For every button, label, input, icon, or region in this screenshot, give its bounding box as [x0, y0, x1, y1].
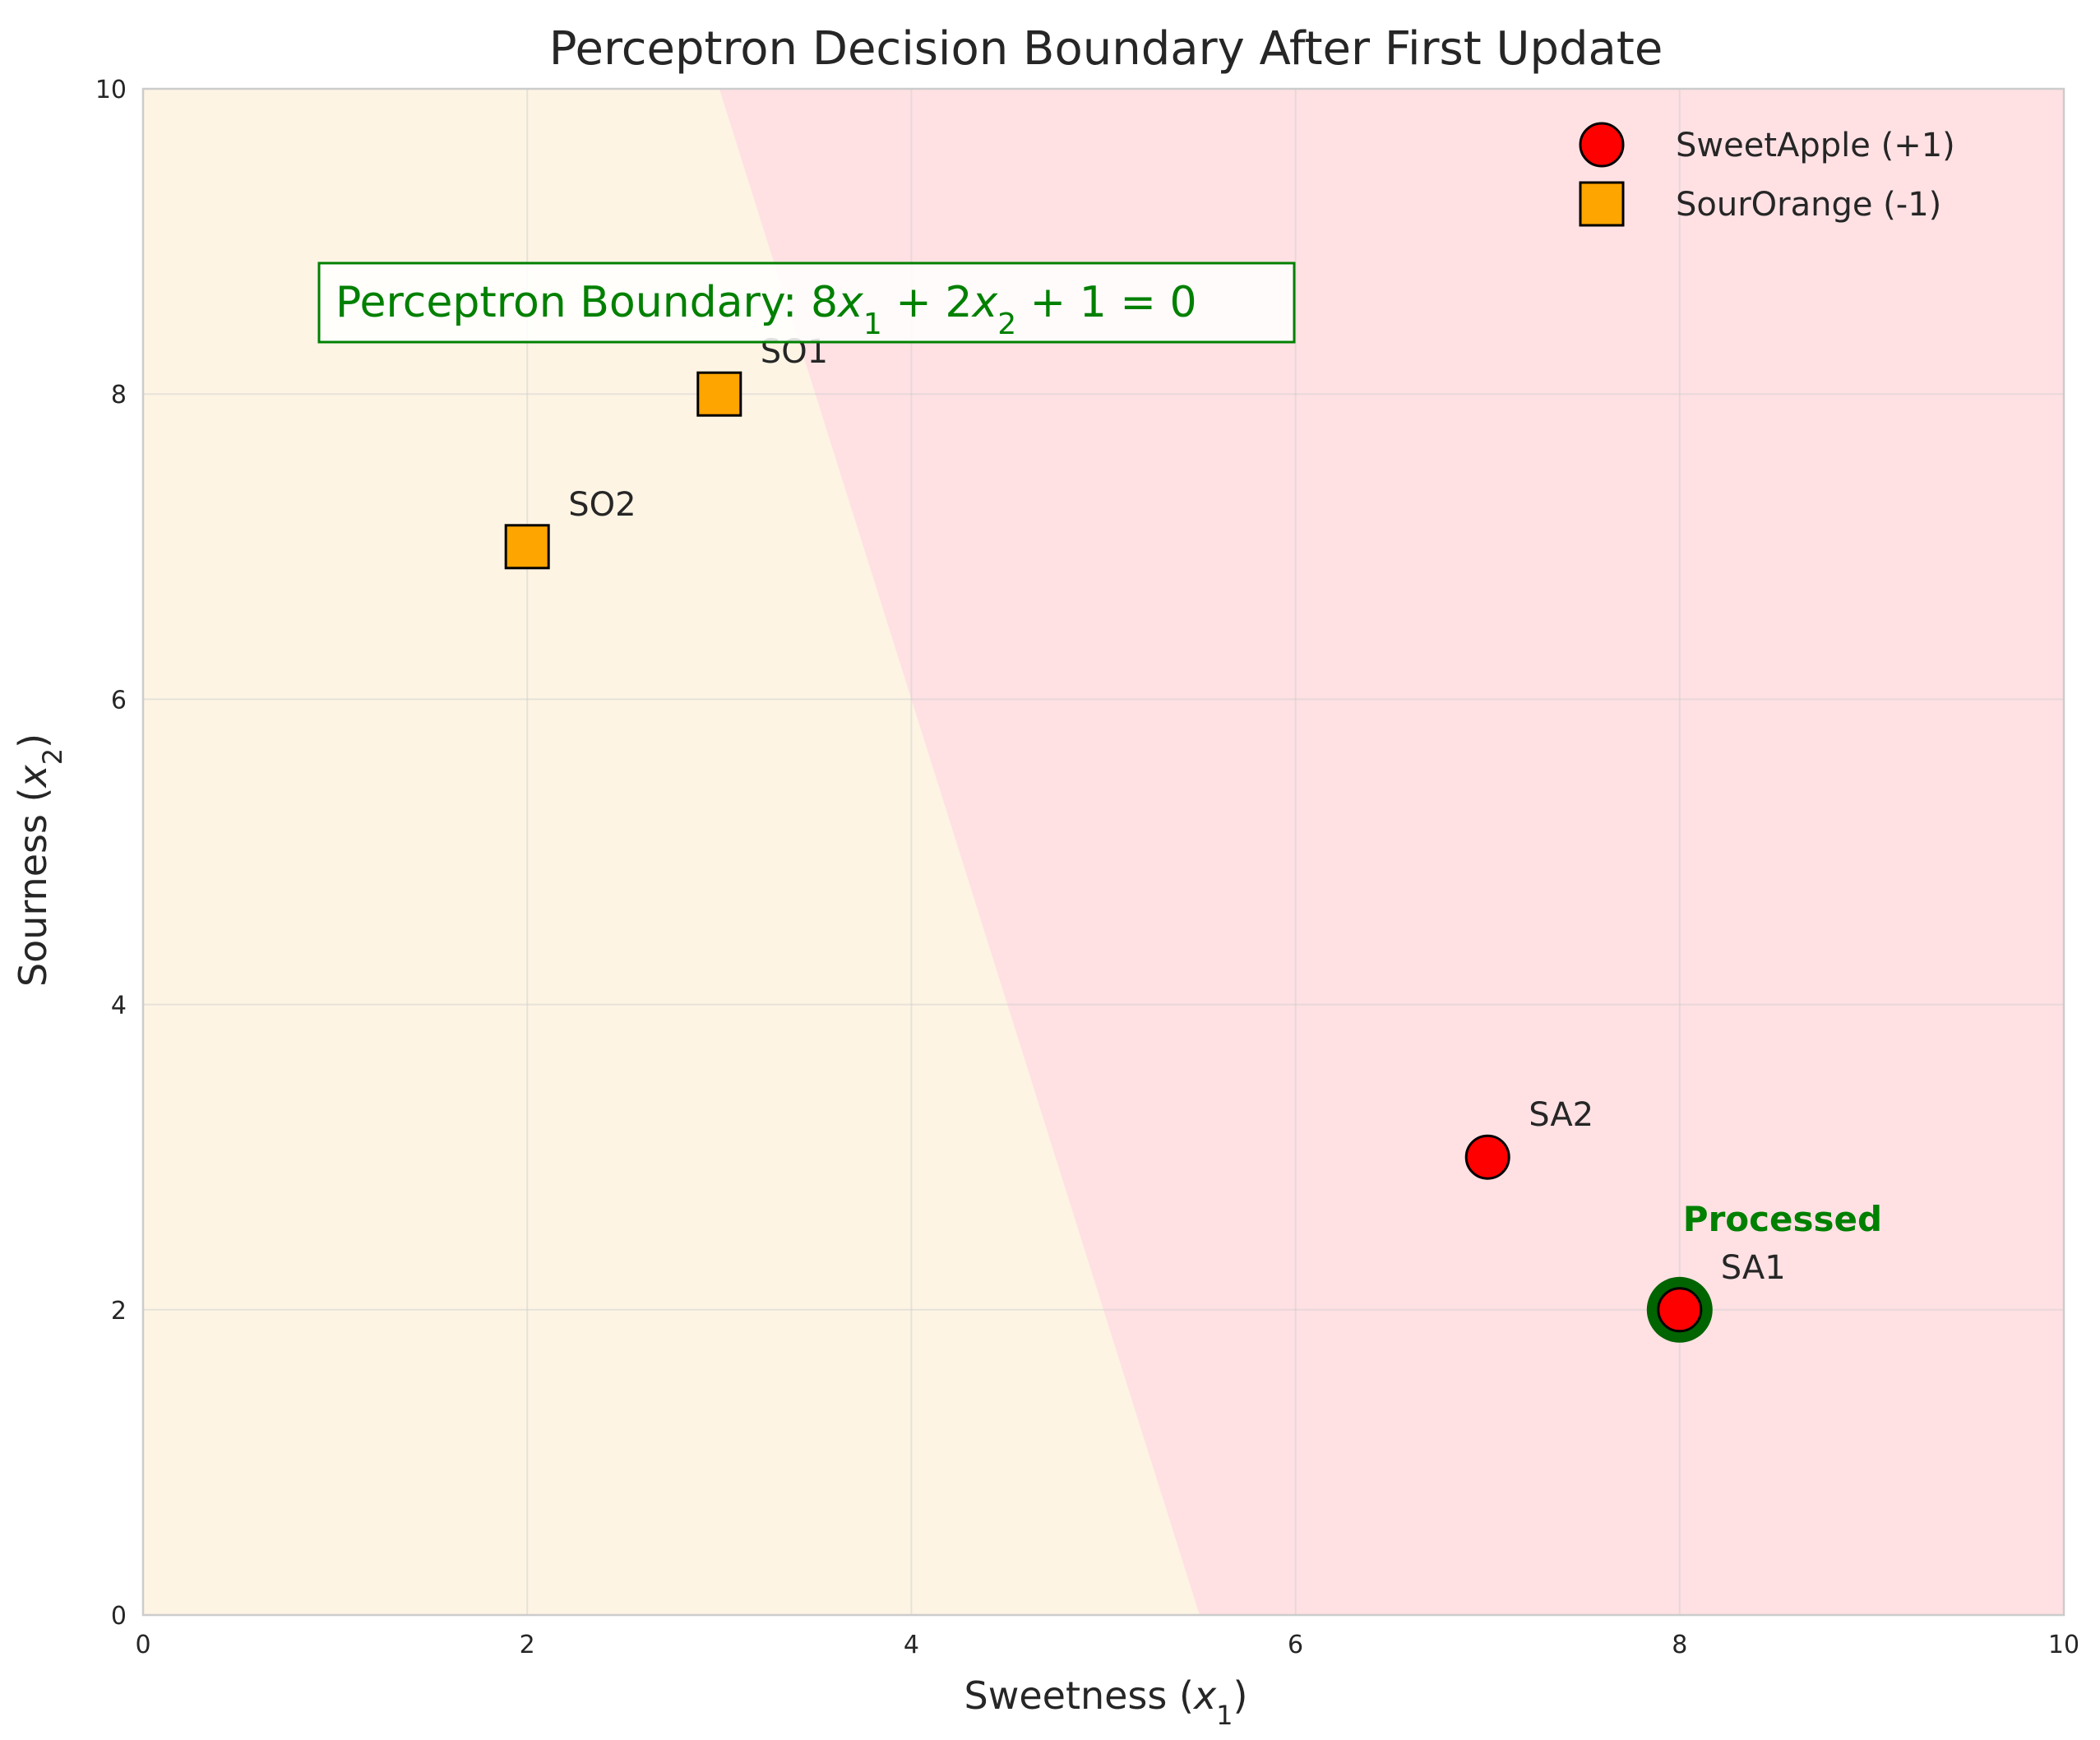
y-tick-label: 4	[111, 992, 127, 1020]
y-axis-label: Sourness (x2)	[11, 733, 68, 987]
legend-marker-sourorange	[1579, 181, 1625, 227]
x-axis-label: Sweetness (x1)	[964, 1673, 1248, 1731]
point-label-sa2: SA2	[1529, 1096, 1594, 1134]
point-label-sa1: SA1	[1721, 1249, 1786, 1287]
boundary-equation: Perceptron Boundary: 8x1 + 2x2 + 1 = 0	[335, 278, 1197, 341]
positive-region	[719, 89, 2064, 1615]
y-tick-label: 6	[111, 686, 127, 715]
data-point-so2	[504, 524, 550, 570]
y-tick-label: 8	[111, 381, 127, 410]
boundary-label-box	[317, 261, 1296, 344]
x-tick-label: 0	[135, 1631, 150, 1659]
data-points	[504, 371, 1713, 1343]
x-tick-label: 4	[904, 1631, 919, 1659]
point-label-so2: SO2	[568, 486, 636, 524]
x-tick-label: 6	[1288, 1631, 1303, 1659]
chart-title: Perceptron Decision Boundary After First…	[549, 22, 1663, 76]
processed-annotation: Processed	[1683, 1199, 1882, 1239]
x-ticks: 0 2 4 6 8 10	[135, 1631, 2079, 1659]
plot-frame	[141, 87, 2065, 1617]
x-tick-label: 2	[520, 1631, 535, 1659]
legend-label-sweetapple: SweetApple (+1)	[1676, 127, 1955, 164]
x-tick-label: 8	[1672, 1631, 1687, 1659]
data-point-sa2	[1464, 1134, 1510, 1180]
legend-marker-sweetapple	[1579, 122, 1625, 168]
data-point-sa1	[1657, 1287, 1703, 1333]
x-tick-label: 10	[2048, 1631, 2079, 1659]
legend: SweetApple (+1) SourOrange (-1)	[1579, 122, 1955, 227]
y-tick-label: 2	[111, 1297, 127, 1326]
data-point-so1	[696, 371, 742, 417]
axes-border	[141, 87, 2065, 1617]
y-ticks: 0 2 4 6 8 10	[95, 76, 127, 1631]
legend-label-sourorange: SourOrange (-1)	[1676, 186, 1941, 224]
y-tick-label: 10	[95, 76, 127, 104]
boundary-label: Perceptron Boundary: 8x1 + 2x2 + 1 = 0	[317, 261, 1296, 344]
y-tick-label: 0	[111, 1602, 127, 1631]
